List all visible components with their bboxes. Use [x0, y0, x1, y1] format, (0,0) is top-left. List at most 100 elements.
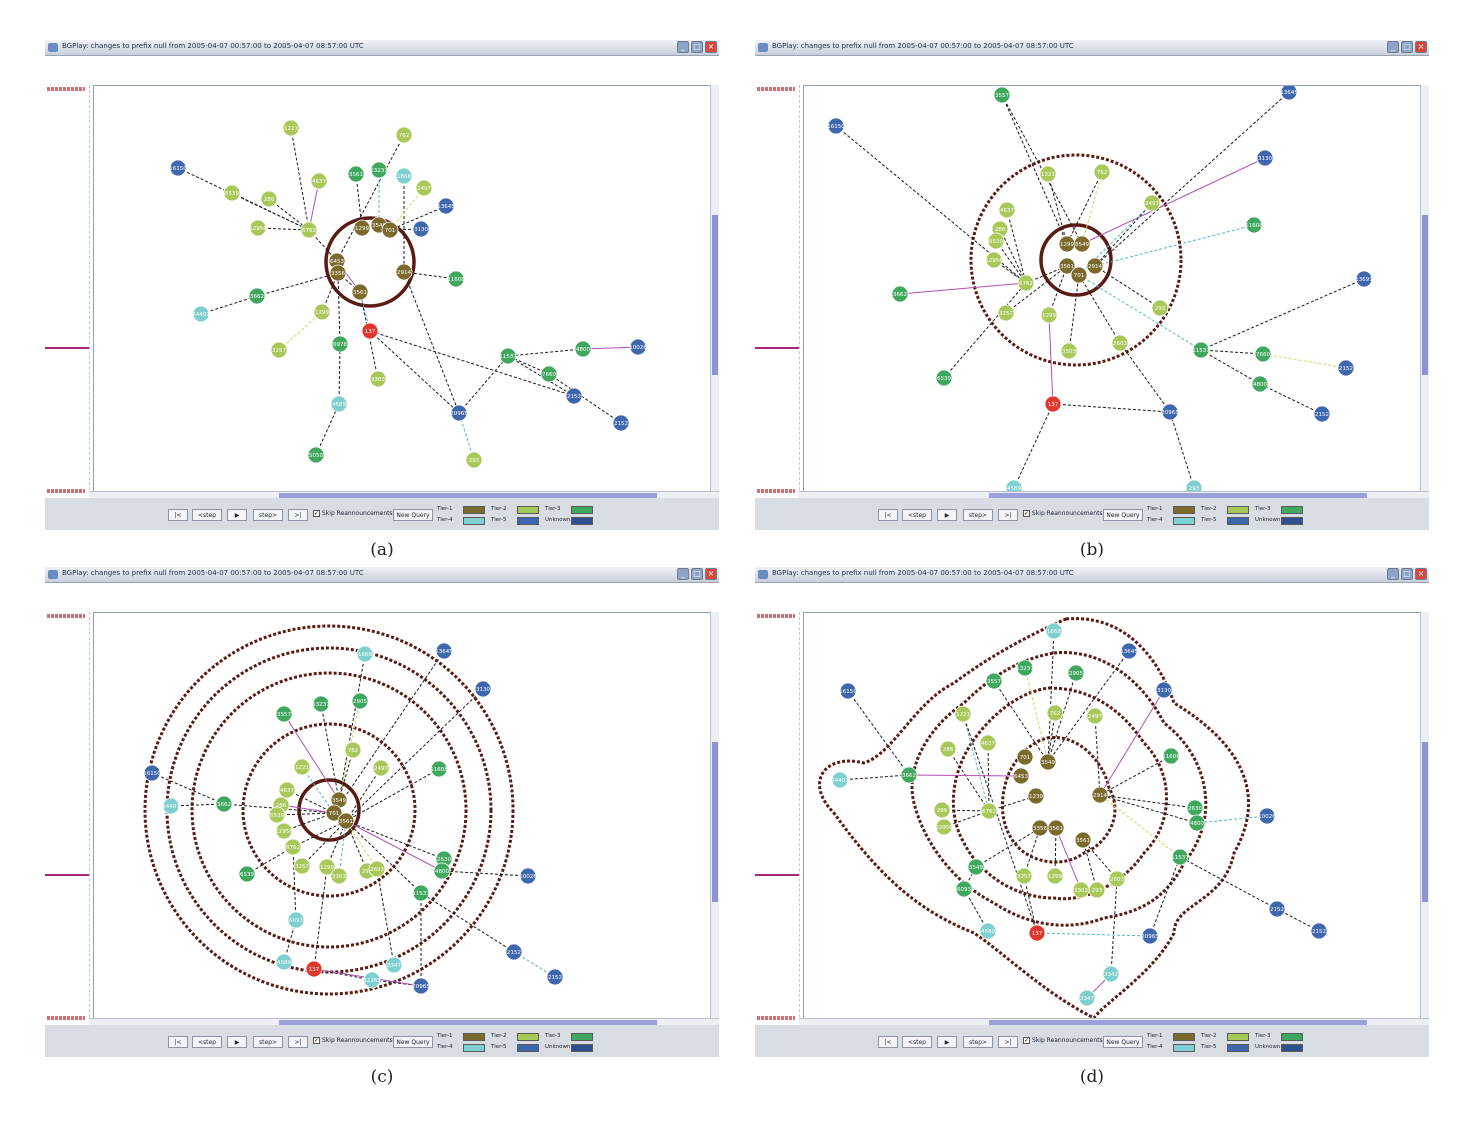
as-node-circle[interactable]	[1012, 767, 1030, 785]
as-node[interactable]: 293	[1185, 479, 1203, 491]
as-node-circle[interactable]	[344, 741, 362, 759]
as-node[interactable]: 2497	[372, 759, 390, 777]
as-node-circle[interactable]	[248, 287, 266, 305]
play-button[interactable]: ▶	[227, 1036, 247, 1048]
as-node[interactable]: 6978	[331, 335, 349, 353]
as-node-circle[interactable]	[450, 404, 468, 422]
as-node-circle[interactable]	[192, 305, 210, 323]
as-node[interactable]: 10026	[1258, 807, 1276, 825]
graph-canvas[interactable]: 1668 13645 3130 3557 13237 2905 762 1221 2497 116…	[93, 612, 712, 1019]
as-node-circle[interactable]	[935, 818, 953, 836]
skip-checkbox[interactable]: ✓	[1023, 1037, 1030, 1044]
vertical-scrollbar[interactable]	[710, 85, 719, 492]
scroll-thumb[interactable]	[279, 1020, 657, 1025]
title-bar[interactable]: BGPlay: changes to prefix null from 2005…	[755, 567, 1429, 583]
as-node-circle[interactable]	[1254, 345, 1272, 363]
as-node[interactable]: 11537	[1171, 848, 1189, 866]
as-node[interactable]: 3342	[1102, 965, 1120, 983]
as-node[interactable]: 3561	[347, 165, 365, 183]
as-node[interactable]: 1299	[1058, 235, 1076, 253]
as-node-circle[interactable]	[979, 922, 997, 940]
as-node[interactable]: 16150	[143, 764, 161, 782]
as-node-circle[interactable]	[1086, 257, 1104, 275]
as-node-circle[interactable]	[268, 806, 286, 824]
play-button[interactable]: ▶	[227, 509, 247, 521]
as-node-circle[interactable]	[1280, 86, 1298, 101]
as-node[interactable]: 11537	[1192, 341, 1210, 359]
as-node[interactable]: 701	[381, 221, 399, 239]
new-query-button[interactable]: New Query	[393, 509, 433, 521]
maximize-button[interactable]: □	[691, 41, 703, 53]
as-node-circle[interactable]	[540, 365, 558, 383]
as-node-circle[interactable]	[412, 884, 430, 902]
as-node-circle[interactable]	[1268, 900, 1286, 918]
as-graph[interactable]: 3557 13645 16150 3130 1221 762 2497 11608 4637 28…	[804, 86, 1421, 491]
as-node[interactable]: 3303	[1060, 342, 1078, 360]
as-node[interactable]: 13645	[1280, 86, 1298, 101]
as-node[interactable]: 137	[361, 322, 379, 340]
as-node-circle[interactable]	[939, 740, 957, 758]
as-node[interactable]: 3662	[891, 285, 909, 303]
as-node-circle[interactable]	[1192, 341, 1210, 359]
title-bar[interactable]: BGPlay: changes to prefix null from 2005…	[45, 567, 719, 583]
as-node[interactable]: 3557	[985, 672, 1003, 690]
as-node-circle[interactable]	[1161, 403, 1179, 421]
as-node[interactable]: 20965	[1141, 927, 1159, 945]
as-node[interactable]: 13237	[1016, 659, 1034, 677]
as-node[interactable]: 3130	[412, 220, 430, 238]
as-node[interactable]: 20965	[412, 977, 430, 995]
as-node-circle[interactable]	[395, 167, 413, 185]
as-node-circle[interactable]	[1245, 216, 1263, 234]
as-node-circle[interactable]	[318, 858, 336, 876]
as-node[interactable]: 293	[1151, 299, 1169, 317]
horizontal-scrollbar[interactable]	[89, 491, 719, 499]
as-node-circle[interactable]	[1086, 707, 1104, 725]
timeline-sidebar[interactable]	[755, 85, 800, 495]
as-node-circle[interactable]	[275, 953, 293, 971]
as-node-circle[interactable]	[293, 758, 311, 776]
as-node-circle[interactable]	[827, 117, 845, 135]
as-node[interactable]: 4589	[275, 953, 293, 971]
as-node-circle[interactable]	[330, 395, 348, 413]
first-button[interactable]: |<	[878, 509, 898, 521]
as-node[interactable]: 1299	[1046, 867, 1064, 885]
as-node-circle[interactable]	[1171, 848, 1189, 866]
as-graph[interactable]: 1668 13645 16150 3130 3557 13237 2905 1221 762 24…	[804, 613, 1421, 1018]
as-node[interactable]: 32261	[363, 971, 381, 989]
as-node[interactable]: 12956	[935, 818, 953, 836]
as-node-circle[interactable]	[1088, 881, 1106, 899]
step-back-button[interactable]: <step	[902, 1036, 932, 1048]
as-node[interactable]: 12956	[985, 251, 1003, 269]
as-node-circle[interactable]	[933, 801, 951, 819]
as-node-circle[interactable]	[313, 303, 331, 321]
as-node-circle[interactable]	[499, 347, 517, 365]
step-forward-button[interactable]: step>	[253, 509, 283, 521]
as-node-circle[interactable]	[1058, 257, 1076, 275]
as-node[interactable]: 2603	[368, 860, 386, 878]
maximize-button[interactable]: □	[1401, 41, 1413, 53]
as-node[interactable]: 286	[933, 801, 951, 819]
as-node-circle[interactable]	[1102, 965, 1120, 983]
as-node-circle[interactable]	[1162, 747, 1180, 765]
as-node[interactable]: 13645	[435, 642, 453, 660]
as-node-circle[interactable]	[519, 867, 537, 885]
as-node-circle[interactable]	[1251, 375, 1269, 393]
as-node-circle[interactable]	[412, 977, 430, 995]
as-node[interactable]: 24407	[192, 305, 210, 323]
as-node[interactable]: 3561	[1058, 257, 1076, 275]
as-node[interactable]: 20965	[450, 404, 468, 422]
scroll-thumb[interactable]	[279, 493, 657, 498]
as-node-circle[interactable]	[331, 335, 349, 353]
as-node-circle[interactable]	[275, 822, 293, 840]
scroll-thumb[interactable]	[712, 742, 718, 902]
as-node-circle[interactable]	[368, 860, 386, 878]
new-query-button[interactable]: New Query	[1103, 509, 1143, 521]
as-node[interactable]: 3662	[215, 795, 233, 813]
as-node-circle[interactable]	[891, 285, 909, 303]
as-node-circle[interactable]	[1355, 270, 1373, 288]
as-node[interactable]: 6539	[268, 806, 286, 824]
scroll-thumb[interactable]	[989, 1020, 1367, 1025]
as-node-circle[interactable]	[300, 221, 318, 239]
as-node[interactable]: 3557	[993, 86, 1011, 104]
as-node-circle[interactable]	[249, 219, 267, 237]
